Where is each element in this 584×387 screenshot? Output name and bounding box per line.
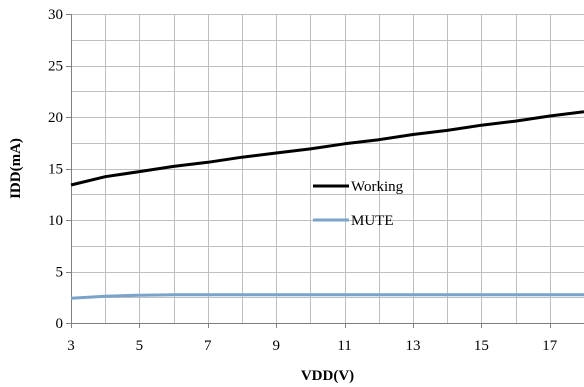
y-tick-label: 10 xyxy=(48,213,63,229)
x-tick-label: 3 xyxy=(67,338,75,354)
tick-labels: 3 5 7 9 11 13 15 17 0 5 10 15 20 25 30 xyxy=(48,7,558,354)
y-tick-label: 15 xyxy=(48,162,63,178)
legend: Working MUTE xyxy=(313,179,404,229)
y-tick-label: 5 xyxy=(56,265,64,281)
y-axis-label: IDD(mA) xyxy=(8,138,24,199)
x-tick-label: 11 xyxy=(337,338,351,354)
series-lines xyxy=(70,110,584,300)
legend-label-mute: MUTE xyxy=(351,213,394,229)
axes xyxy=(66,14,584,328)
y-tick-label: 20 xyxy=(48,110,63,126)
x-tick-label: 13 xyxy=(406,338,421,354)
legend-label-working: Working xyxy=(351,179,404,195)
y-tick-label: 30 xyxy=(48,7,63,23)
x-tick-label: 9 xyxy=(272,338,280,354)
x-tick-label: 7 xyxy=(204,338,212,354)
y-tick-label: 0 xyxy=(56,316,64,332)
series-line-mute xyxy=(70,293,584,300)
series-line-working xyxy=(70,110,584,187)
y-tick-label: 25 xyxy=(48,59,63,75)
x-tick-label: 15 xyxy=(474,338,489,354)
x-tick-label: 5 xyxy=(136,338,144,354)
x-axis-label: VDD(V) xyxy=(301,368,354,384)
x-tick-label: 17 xyxy=(542,338,558,354)
grid xyxy=(71,14,584,324)
